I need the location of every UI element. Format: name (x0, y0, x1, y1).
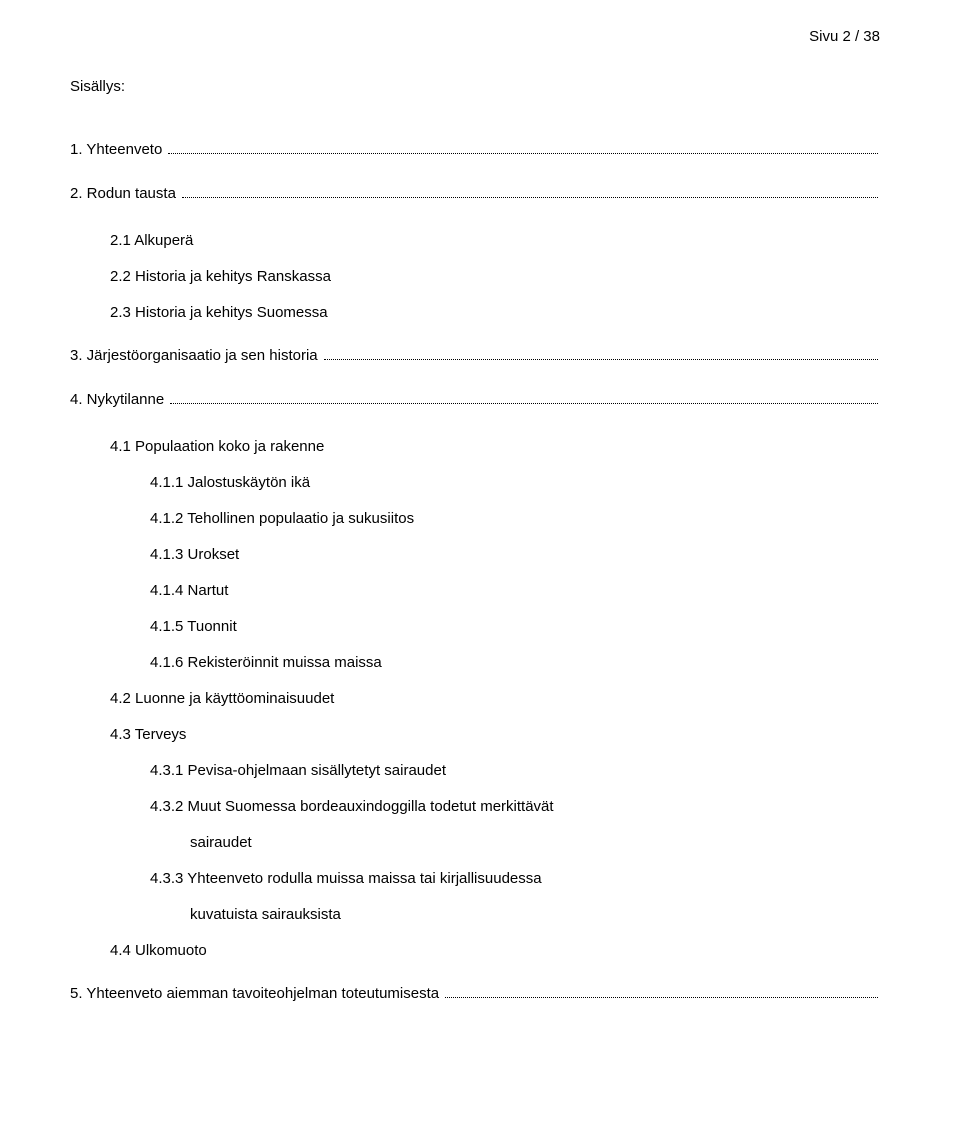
toc-entry: 4.1.2 Tehollinen populaatio ja sukusiito… (70, 501, 880, 537)
toc-leader-dots (168, 153, 878, 154)
toc-entry: 4.2 Luonne ja käyttöominaisuudet (70, 681, 880, 717)
toc-leader-dots (324, 359, 878, 360)
toc-entry: 4.4 Ulkomuoto (70, 933, 880, 969)
toc-entry: 3. Järjestöorganisaatio ja sen historia (70, 341, 880, 371)
toc-entry: 4.3.1 Pevisa-ohjelmaan sisällytetyt sair… (70, 753, 880, 789)
toc-entry-label: 1. Yhteenveto (70, 135, 166, 165)
toc-leader-dots (445, 997, 878, 998)
toc-entry: 4.1.1 Jalostuskäytön ikä (70, 465, 880, 501)
toc-entry: 4.3.2 Muut Suomessa bordeauxindoggilla t… (70, 789, 880, 825)
toc-heading: Sisällys: (70, 78, 880, 95)
toc-entry: 2.1 Alkuperä (70, 223, 880, 259)
toc-entry: 4. Nykytilanne (70, 385, 880, 415)
toc-entry: 2.2 Historia ja kehitys Ranskassa (70, 259, 880, 295)
toc-entry: 1. Yhteenveto (70, 135, 880, 165)
toc-entry: 2.3 Historia ja kehitys Suomessa (70, 295, 880, 331)
toc-leader-dots (170, 403, 878, 404)
toc-entry-label: 4. Nykytilanne (70, 385, 168, 415)
toc-container: 1. Yhteenveto 2. Rodun tausta 2.1 Alkuperä… (70, 135, 880, 1009)
toc-leader-dots (182, 197, 878, 198)
toc-entry: 4.1 Populaation koko ja rakenne (70, 429, 880, 465)
toc-entry: 2. Rodun tausta (70, 179, 880, 209)
toc-entry: 4.3.3 Yhteenveto rodulla muissa maissa t… (70, 861, 880, 897)
toc-entry-label: 2. Rodun tausta (70, 179, 180, 209)
toc-entry-label: 3. Järjestöorganisaatio ja sen historia (70, 341, 322, 371)
toc-entry: sairaudet (70, 825, 880, 861)
toc-entry: kuvatuista sairauksista (70, 897, 880, 933)
page-number: Sivu 2 / 38 (809, 28, 880, 45)
toc-entry: 4.1.3 Urokset (70, 537, 880, 573)
toc-entry: 4.1.4 Nartut (70, 573, 880, 609)
toc-entry: 4.1.6 Rekisteröinnit muissa maissa (70, 645, 880, 681)
toc-entry: 5. Yhteenveto aiemman tavoiteohjelman to… (70, 979, 880, 1009)
toc-entry-label: 5. Yhteenveto aiemman tavoiteohjelman to… (70, 979, 443, 1009)
toc-entry: 4.1.5 Tuonnit (70, 609, 880, 645)
toc-entry: 4.3 Terveys (70, 717, 880, 753)
